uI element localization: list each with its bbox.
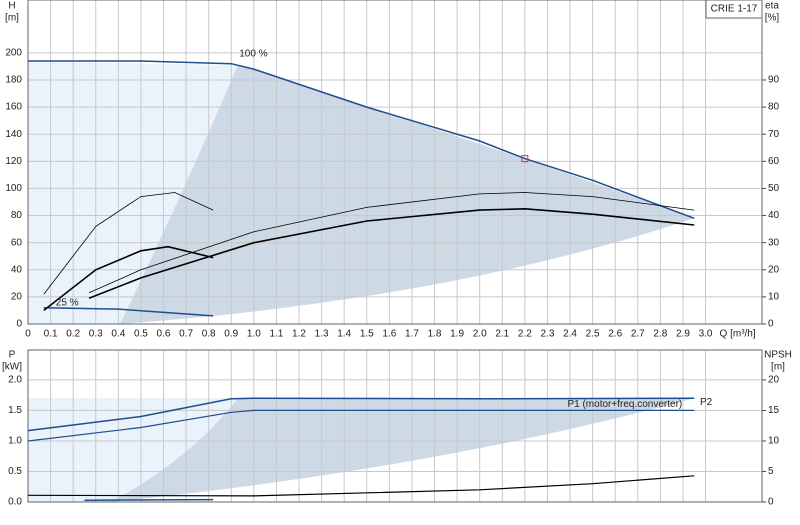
plot-frame — [27, 349, 763, 503]
x-tick-label: 1.9 — [450, 329, 464, 340]
x-tick-label: 1.7 — [405, 329, 419, 340]
x-tick-label: 1.6 — [382, 329, 396, 340]
x-tick-label: 1.3 — [315, 329, 329, 340]
operating-area — [120, 65, 695, 324]
x-axis-label: Q [m³/h] — [720, 329, 756, 340]
x-tick-label: 0.7 — [179, 329, 193, 340]
y2-tick-label: 60 — [768, 156, 780, 167]
x-tick-label: 0.2 — [66, 329, 80, 340]
y-tick-label: 0.5 — [8, 466, 22, 477]
operating-area — [110, 398, 695, 502]
y2-tick-label: 10 — [768, 436, 780, 447]
x-tick-label: 2.2 — [518, 329, 532, 340]
x-tick-label: 1.8 — [428, 329, 442, 340]
x-tick-label: 0.1 — [44, 329, 58, 340]
y-tick-label: 180 — [5, 75, 22, 86]
curve — [88, 207, 695, 299]
curve-label: 100 % — [239, 48, 267, 59]
curve-label: P1 (motor+freq.converter) — [567, 399, 682, 410]
plot-frame — [27, 0, 763, 325]
title-box — [705, 0, 763, 19]
y-tick-label: 140 — [5, 129, 22, 140]
y2-tick-label: 50 — [768, 183, 780, 194]
y-tick-label: 20 — [11, 292, 23, 303]
x-tick-label: 0.9 — [224, 329, 238, 340]
y2-tick-label: 30 — [768, 237, 780, 248]
x-tick-label: 2.1 — [495, 329, 509, 340]
chart-layer: 0 0.1 0.2 0.3 0.4 0.5 0.6 0.7 0.8 0.9 1.0 1.1 1.2 1.3… — [2, 0, 792, 508]
chart-title: CRIE 1-17 — [711, 4, 758, 15]
x-tick-label: 1.2 — [292, 329, 306, 340]
y-tick-label: 100 — [5, 183, 22, 194]
y-tick-label: 120 — [5, 156, 22, 167]
y2-tick-label: 15 — [768, 405, 780, 416]
axis-label: eta — [765, 1, 779, 12]
y2-tick-label: 20 — [768, 264, 780, 275]
y-tick-label: 80 — [11, 210, 23, 221]
x-tick-label: 1.0 — [247, 329, 261, 340]
y2-tick-label: 0 — [768, 497, 774, 508]
marker — [521, 155, 529, 163]
y-tick-label: 0.0 — [8, 497, 22, 508]
x-tick-label: 2.9 — [676, 329, 690, 340]
y2-tick-label: 80 — [768, 102, 780, 113]
y-tick-label: 2.0 — [8, 375, 22, 386]
y-tick-label: 200 — [5, 48, 22, 59]
curve — [27, 475, 695, 497]
x-tick-label: 2.0 — [473, 329, 487, 340]
x-tick-label: 2.3 — [540, 329, 554, 340]
y-tick-label: 1.0 — [8, 436, 22, 447]
x-tick-label: 2.5 — [586, 329, 600, 340]
axis-label: [m] — [5, 13, 19, 24]
x-tick-label: 1.5 — [360, 329, 374, 340]
x-tick-label: 2.7 — [631, 329, 645, 340]
axis-label: [kW] — [2, 362, 22, 373]
axis-label: [%] — [765, 13, 780, 24]
y-tick-label: 1.5 — [8, 405, 22, 416]
y2-tick-label: 5 — [768, 466, 774, 477]
y2-tick-label: 90 — [768, 75, 780, 86]
axis-label: [m] — [771, 362, 785, 373]
range-area — [28, 62, 238, 324]
curve-label: 25 % — [56, 297, 79, 308]
x-tick-label: 0.3 — [89, 329, 103, 340]
x-tick-label: 0 — [25, 329, 31, 340]
axis-label: P — [9, 350, 16, 361]
x-tick-label: 1.4 — [337, 329, 351, 340]
axis-label: H — [8, 1, 15, 12]
y-tick-label: 0 — [16, 319, 22, 330]
y-tick-label: 40 — [11, 264, 23, 275]
curve-label: P2 — [700, 397, 713, 408]
curve — [43, 245, 214, 312]
x-tick-label: 1.1 — [269, 329, 283, 340]
curve — [84, 498, 214, 501]
x-tick-label: 2.8 — [653, 329, 667, 340]
x-tick-label: 0.6 — [157, 329, 171, 340]
curve — [28, 60, 695, 220]
x-tick-label: 2.4 — [563, 329, 577, 340]
curve — [88, 192, 695, 294]
x-tick-label: 0.5 — [134, 329, 148, 340]
x-tick-label: 0.4 — [111, 329, 125, 340]
y2-tick-label: 10 — [768, 292, 780, 303]
y-tick-label: 60 — [11, 237, 23, 248]
curve — [27, 397, 695, 432]
axis-label: NPSH — [764, 350, 792, 361]
curve — [27, 409, 695, 442]
x-tick-label: 3.0 — [699, 329, 713, 340]
curve — [43, 192, 214, 295]
y2-tick-label: 20 — [768, 375, 780, 386]
x-tick-label: 2.6 — [608, 329, 622, 340]
y2-tick-label: 70 — [768, 129, 780, 140]
y-tick-label: 160 — [5, 102, 22, 113]
y2-tick-label: 40 — [768, 210, 780, 221]
y2-tick-label: 0 — [768, 319, 774, 330]
curve — [43, 306, 214, 317]
x-tick-label: 0.8 — [202, 329, 216, 340]
